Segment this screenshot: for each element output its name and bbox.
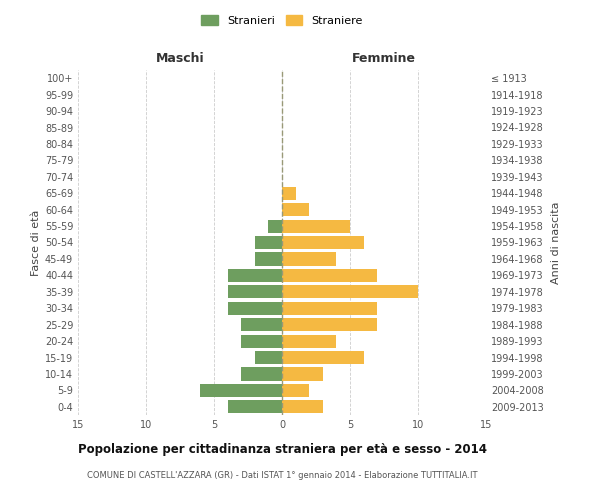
Bar xyxy=(282,302,377,315)
Bar xyxy=(227,285,282,298)
Bar xyxy=(282,334,337,347)
Text: COMUNE DI CASTELL'AZZARA (GR) - Dati ISTAT 1° gennaio 2014 - Elaborazione TUTTIT: COMUNE DI CASTELL'AZZARA (GR) - Dati IST… xyxy=(87,471,477,480)
Y-axis label: Anni di nascita: Anni di nascita xyxy=(551,201,560,283)
Bar xyxy=(241,318,282,331)
Bar xyxy=(282,384,309,397)
Bar xyxy=(282,203,309,216)
Bar xyxy=(282,269,377,282)
Bar xyxy=(282,400,323,413)
Bar xyxy=(282,186,296,200)
Text: Popolazione per cittadinanza straniera per età e sesso - 2014: Popolazione per cittadinanza straniera p… xyxy=(77,442,487,456)
Y-axis label: Fasce di età: Fasce di età xyxy=(31,210,41,276)
Bar xyxy=(241,368,282,380)
Bar xyxy=(282,220,350,232)
Bar xyxy=(268,220,282,232)
Bar xyxy=(282,368,323,380)
Bar xyxy=(227,302,282,315)
Text: Maschi: Maschi xyxy=(155,52,205,65)
Bar xyxy=(227,400,282,413)
Bar xyxy=(282,285,418,298)
Bar xyxy=(255,252,282,266)
Legend: Stranieri, Straniere: Stranieri, Straniere xyxy=(197,10,367,30)
Bar xyxy=(282,318,377,331)
Bar xyxy=(282,236,364,249)
Bar xyxy=(200,384,282,397)
Bar xyxy=(255,351,282,364)
Text: Femmine: Femmine xyxy=(352,52,416,65)
Bar xyxy=(282,351,364,364)
Bar xyxy=(282,252,337,266)
Bar xyxy=(241,334,282,347)
Bar xyxy=(227,269,282,282)
Bar xyxy=(255,236,282,249)
